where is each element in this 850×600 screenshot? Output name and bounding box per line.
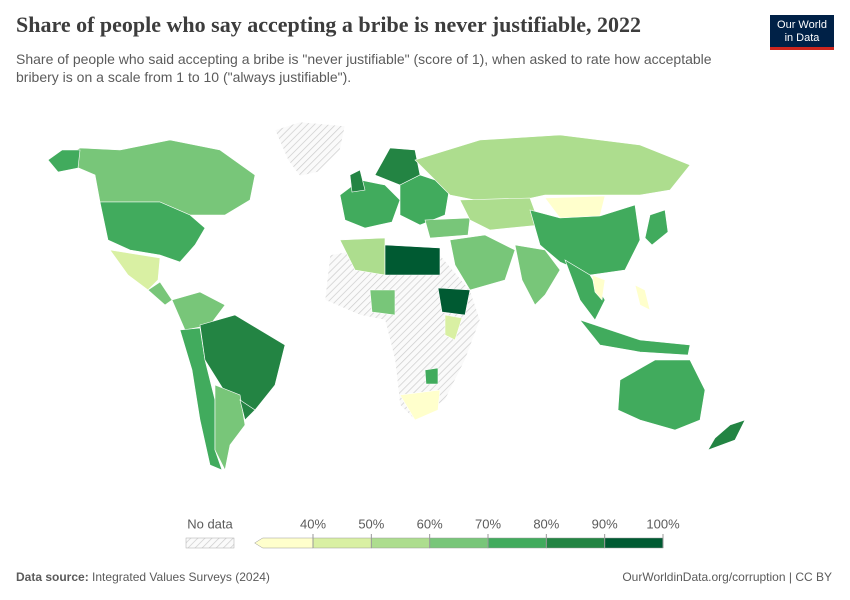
- australia[interactable]: [617, 359, 706, 431]
- indonesia[interactable]: [579, 319, 691, 356]
- alaska[interactable]: [47, 149, 81, 173]
- uruguay[interactable]: [239, 399, 256, 421]
- china[interactable]: [529, 204, 641, 276]
- title: Share of people who say accepting a brib…: [16, 12, 641, 37]
- usa[interactable]: [99, 201, 206, 263]
- legend-bin: [546, 537, 605, 549]
- japan[interactable]: [644, 209, 669, 246]
- turkey[interactable]: [424, 217, 471, 239]
- kenya[interactable]: [444, 314, 463, 341]
- source-label: Data source:: [16, 570, 89, 584]
- middle-east[interactable]: [449, 234, 516, 291]
- colombia-venezuela[interactable]: [171, 291, 226, 331]
- footer-url[interactable]: OurWorldinData.org/corruption | CC BY: [622, 570, 832, 584]
- mexico[interactable]: [109, 249, 161, 291]
- new-zealand[interactable]: [707, 419, 746, 451]
- libya-egypt[interactable]: [384, 244, 441, 276]
- source: Integrated Values Surveys (2024): [92, 570, 270, 584]
- logo-line: Our World: [777, 19, 827, 31]
- legend-tick-label: 40%: [300, 516, 326, 531]
- ethiopia[interactable]: [437, 287, 471, 316]
- europe-west[interactable]: [339, 179, 401, 229]
- legend-tick-label: 80%: [533, 516, 559, 531]
- map: No data 40% 50% 60% 70% 80% 90% 100%: [47, 121, 746, 549]
- europe-east[interactable]: [399, 174, 451, 226]
- thailand[interactable]: [591, 274, 606, 301]
- legend-bin: [487, 537, 547, 549]
- mongolia[interactable]: [544, 195, 606, 219]
- greenland[interactable]: [274, 121, 346, 177]
- se-asia[interactable]: [564, 259, 606, 321]
- nigeria[interactable]: [369, 289, 396, 316]
- india[interactable]: [514, 244, 561, 306]
- legend-bin: [312, 537, 372, 549]
- legend-bin: [429, 537, 489, 549]
- uk[interactable]: [349, 169, 366, 193]
- legend-bin: [604, 537, 664, 549]
- legend-tick-label: 100%: [646, 516, 680, 531]
- legend-bin: [254, 537, 314, 549]
- legend-bin: [371, 537, 430, 549]
- zimbabwe[interactable]: [424, 367, 439, 385]
- legend-no-data-swatch: [185, 537, 235, 549]
- countries: [47, 121, 746, 471]
- footer-source: Data source: Integrated Values Surveys (…: [16, 570, 270, 584]
- legend-tick-label: 70%: [475, 516, 501, 531]
- legend-no-data-label: No data: [187, 516, 233, 531]
- logo-line: in Data: [784, 32, 820, 44]
- kazakhstan[interactable]: [459, 197, 541, 231]
- south-africa[interactable]: [399, 389, 441, 421]
- philippines[interactable]: [634, 284, 651, 311]
- subtitle: Share of people who said accepting a bri…: [16, 51, 712, 85]
- russia[interactable]: [414, 134, 691, 206]
- legend-tick-label: 90%: [592, 516, 618, 531]
- brazil[interactable]: [199, 314, 286, 411]
- legend-tick-label: 60%: [417, 516, 443, 531]
- legend: No data 40% 50% 60% 70% 80% 90% 100%: [185, 516, 680, 549]
- legend-tick-label: 50%: [358, 516, 384, 531]
- logo[interactable]: Our World in Data: [770, 15, 834, 50]
- argentina[interactable]: [214, 384, 246, 471]
